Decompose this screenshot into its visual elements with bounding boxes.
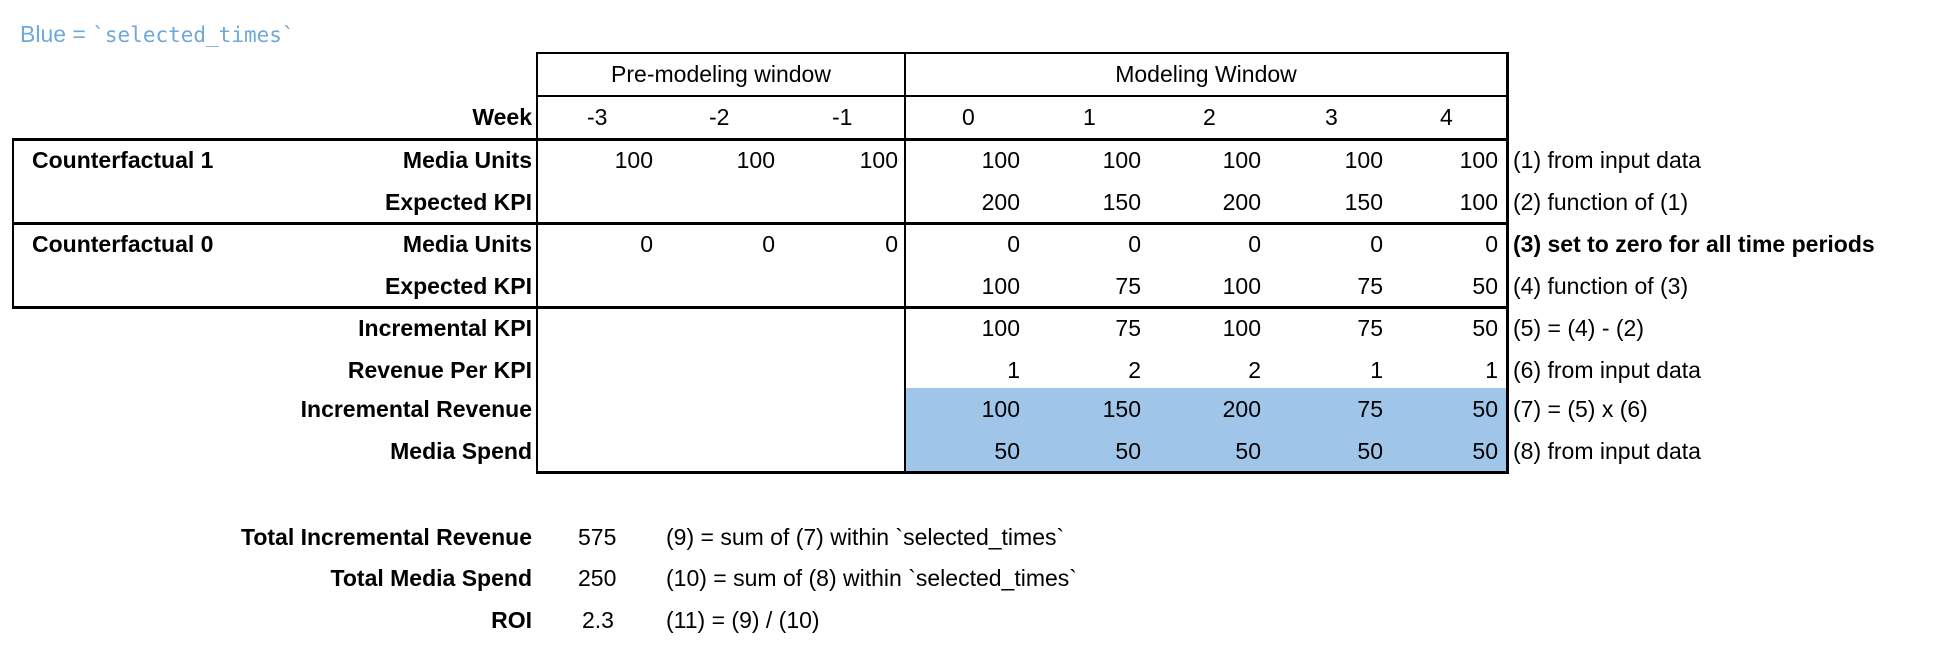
pre-window-header: Pre-modeling window bbox=[611, 61, 831, 87]
row-note: (4) function of (3) bbox=[1513, 273, 1689, 299]
row-label: Expected KPI bbox=[385, 273, 532, 299]
row-note: (2) function of (1) bbox=[1513, 189, 1689, 215]
table-cell: 1 bbox=[1007, 357, 1020, 383]
table-cell: 0 bbox=[1370, 231, 1383, 257]
total-formula: (10) = sum of (8) within `selected_times… bbox=[666, 565, 1077, 591]
table-cell: 100 bbox=[981, 396, 1020, 422]
row-note: (8) from input data bbox=[1513, 438, 1701, 464]
table-cell: 0 bbox=[640, 231, 653, 257]
week-header--2: -2 bbox=[709, 104, 730, 130]
row-group-label: Counterfactual 1 bbox=[32, 147, 214, 173]
table-border bbox=[536, 52, 538, 474]
row-group-label: Counterfactual 0 bbox=[32, 231, 214, 257]
table-cell: 2 bbox=[1248, 357, 1261, 383]
row-note: (7) = (5) x (6) bbox=[1513, 396, 1648, 422]
table-cell: 150 bbox=[1102, 189, 1141, 215]
table-cell: 100 bbox=[736, 147, 775, 173]
row-note: (6) from input data bbox=[1513, 357, 1701, 383]
table-cell: 75 bbox=[1115, 273, 1141, 299]
row-label: Revenue Per KPI bbox=[347, 357, 532, 383]
total-label: ROI bbox=[491, 607, 532, 633]
table-cell: 100 bbox=[981, 273, 1020, 299]
table-border bbox=[537, 95, 1507, 97]
table-cell: 100 bbox=[1222, 315, 1261, 341]
week-header-2: 2 bbox=[1203, 104, 1216, 130]
table-cell: 0 bbox=[1128, 231, 1141, 257]
table-cell: 0 bbox=[885, 231, 898, 257]
total-value: 2.3 bbox=[582, 607, 614, 633]
table-cell: 75 bbox=[1357, 396, 1383, 422]
table-cell: 1 bbox=[1485, 357, 1498, 383]
week-header--3: -3 bbox=[587, 104, 608, 130]
legend-prefix: Blue = bbox=[20, 21, 93, 47]
table-cell: 0 bbox=[1485, 231, 1498, 257]
table-cell: 50 bbox=[1472, 396, 1498, 422]
table-cell: 100 bbox=[1222, 147, 1261, 173]
row-note: (5) = (4) - (2) bbox=[1513, 315, 1644, 341]
week-header--1: -1 bbox=[832, 104, 853, 130]
table-cell: 50 bbox=[1472, 273, 1498, 299]
table-cell: 100 bbox=[1222, 273, 1261, 299]
row-label: Expected KPI bbox=[385, 189, 532, 215]
modeling-window-header: Modeling Window bbox=[1115, 61, 1297, 87]
table-cell: 100 bbox=[1344, 147, 1383, 173]
table-cell: 200 bbox=[1222, 396, 1261, 422]
total-value: 250 bbox=[578, 565, 617, 591]
table-cell: 150 bbox=[1102, 396, 1141, 422]
table-border bbox=[537, 52, 1507, 54]
table-cell: 50 bbox=[1115, 438, 1141, 464]
row-label: Media Units bbox=[402, 147, 532, 173]
legend-code: `selected_times` bbox=[92, 23, 295, 47]
table-cell: 100 bbox=[981, 147, 1020, 173]
table-cell: 150 bbox=[1344, 189, 1383, 215]
table-cell: 100 bbox=[1459, 147, 1498, 173]
table-border bbox=[904, 52, 906, 474]
legend: Blue = `selected_times` bbox=[20, 16, 295, 53]
total-value: 575 bbox=[578, 524, 617, 550]
table-cell: 200 bbox=[981, 189, 1020, 215]
table-cell: 200 bbox=[1222, 189, 1261, 215]
table-border bbox=[537, 471, 1509, 474]
table-cell: 1 bbox=[1370, 357, 1383, 383]
table-cell: 100 bbox=[614, 147, 653, 173]
selected-times-highlight bbox=[905, 388, 1507, 472]
row-note: (3) set to zero for all time periods bbox=[1513, 231, 1875, 257]
week-header-0: 0 bbox=[962, 104, 975, 130]
table-border bbox=[12, 306, 1507, 309]
table-cell: 0 bbox=[1007, 231, 1020, 257]
week-label: Week bbox=[472, 104, 532, 130]
total-label: Total Incremental Revenue bbox=[241, 524, 532, 550]
week-header-1: 1 bbox=[1083, 104, 1096, 130]
table-cell: 75 bbox=[1115, 315, 1141, 341]
table-cell: 50 bbox=[1472, 438, 1498, 464]
week-header-3: 3 bbox=[1325, 104, 1338, 130]
row-label: Incremental Revenue bbox=[300, 396, 532, 422]
row-label: Media Spend bbox=[390, 438, 532, 464]
table-cell: 50 bbox=[1357, 438, 1383, 464]
table-border bbox=[1506, 52, 1509, 474]
table-cell: 75 bbox=[1357, 273, 1383, 299]
row-note: (1) from input data bbox=[1513, 147, 1701, 173]
table-cell: 0 bbox=[1248, 231, 1261, 257]
table-cell: 50 bbox=[1472, 315, 1498, 341]
table-cell: 75 bbox=[1357, 315, 1383, 341]
table-cell: 100 bbox=[981, 315, 1020, 341]
row-label: Incremental KPI bbox=[358, 315, 532, 341]
table-cell: 100 bbox=[859, 147, 898, 173]
table-cell: 100 bbox=[1102, 147, 1141, 173]
table-border bbox=[12, 138, 1507, 141]
table-border bbox=[12, 222, 1507, 225]
table-cell: 50 bbox=[1235, 438, 1261, 464]
table-cell: 2 bbox=[1128, 357, 1141, 383]
total-formula: (9) = sum of (7) within `selected_times` bbox=[666, 524, 1065, 550]
table-cell: 100 bbox=[1459, 189, 1498, 215]
table-cell: 50 bbox=[994, 438, 1020, 464]
total-label: Total Media Spend bbox=[330, 565, 532, 591]
row-label: Media Units bbox=[402, 231, 532, 257]
total-formula: (11) = (9) / (10) bbox=[666, 607, 820, 633]
table-cell: 0 bbox=[762, 231, 775, 257]
table-border bbox=[12, 138, 14, 309]
week-header-4: 4 bbox=[1440, 104, 1453, 130]
